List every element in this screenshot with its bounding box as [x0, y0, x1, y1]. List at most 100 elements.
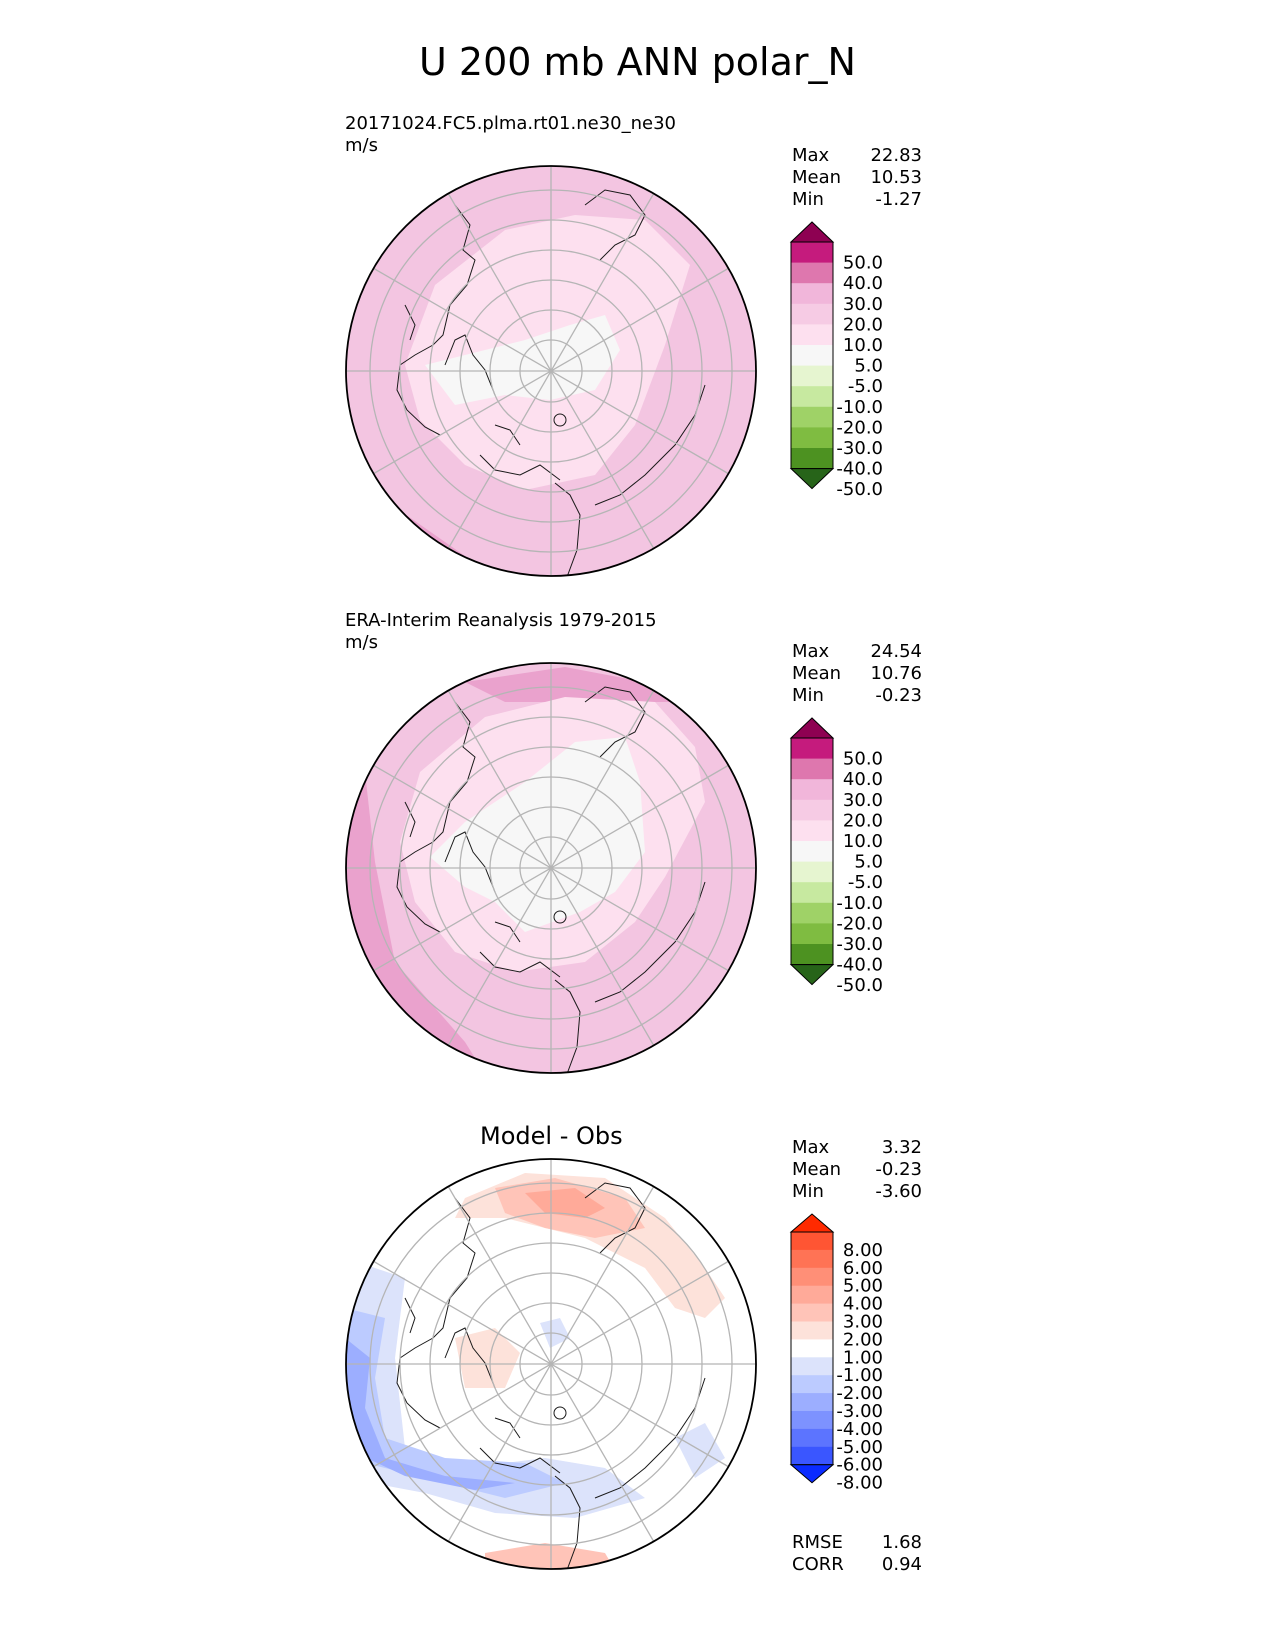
colorbar-segment — [791, 1339, 833, 1358]
colorbar-tick-label: 50.0 — [843, 253, 883, 274]
panel-1-units: m/s — [345, 135, 378, 156]
colorbar-min-extend — [789, 1464, 835, 1484]
colorbar-tick-label: -20.0 — [836, 417, 883, 438]
diff-band-3-4 — [525, 1188, 605, 1218]
colorbar-tick-label: -2.00 — [836, 1383, 883, 1404]
panel-1-case-name: 20171024.FC5.plma.rt01.ne30_ne30 — [345, 113, 677, 134]
map-boundary — [345, 662, 757, 1074]
colorbar-tick-label: -5.0 — [848, 872, 883, 893]
panel-1-stats: Max 22.83 Mean 10.53 Min -1.27 — [792, 145, 922, 211]
rmse-value: 1.68 — [881, 1532, 922, 1553]
stat-mean-value: 10.53 — [870, 167, 922, 188]
colorbar-tick-label: 3.00 — [843, 1312, 883, 1333]
colorbar-tick-label: -50.0 — [836, 975, 883, 996]
polar-map-model — [345, 165, 757, 577]
diff-band-neg2-neg3 — [346, 1308, 565, 1498]
field-band-20-30 — [465, 667, 675, 702]
stat-max-value: 24.54 — [870, 641, 922, 662]
colorbar-observations: 50.040.030.020.010.05.0-5.0-10.0-20.0-30… — [789, 717, 883, 996]
colorbar-segment — [791, 1232, 833, 1251]
colorbar-tick-label: -3.00 — [836, 1401, 883, 1422]
colorbar-tick-label: 30.0 — [843, 294, 883, 315]
colorbar-tick-label: -10.0 — [836, 397, 883, 418]
panel-2-title: ERA-Interim Reanalysis 1979-2015 m/s — [345, 610, 657, 654]
colorbar-segment — [791, 1285, 833, 1305]
colorbar-segment — [791, 1321, 833, 1340]
graticule — [346, 166, 756, 576]
colorbar-segment — [791, 345, 833, 367]
colorbar-segment — [791, 861, 833, 883]
graticule — [346, 1159, 756, 1569]
colorbar-segment — [791, 944, 833, 966]
figure-title: U 200 mb ANN polar_N — [419, 40, 856, 84]
colorbar-segment — [791, 923, 833, 945]
colorbar-tick-label: -50.0 — [836, 479, 883, 500]
polar-map-observations — [345, 662, 757, 1074]
colorbar-tick-label: 2.00 — [843, 1329, 883, 1350]
colorbar-model: 50.040.030.020.010.05.0-5.0-10.0-20.0-30… — [789, 221, 883, 500]
colorbar-tick-label: 50.0 — [843, 749, 883, 770]
panel-2-case-name: ERA-Interim Reanalysis 1979-2015 — [345, 610, 657, 631]
metric-label: CORR — [792, 1554, 844, 1575]
colorbar-segment — [791, 365, 833, 387]
colorbar-segment — [791, 1393, 833, 1412]
coastlines — [396, 1182, 706, 1569]
panel-1-title: 20171024.FC5.plma.rt01.ne30_ne30 m/s — [345, 113, 676, 157]
colorbar-tick-label: 10.0 — [843, 335, 883, 356]
colorbar-tick-label: -30.0 — [836, 934, 883, 955]
corr-value: 0.94 — [881, 1554, 922, 1575]
colorbar-tick-label: 30.0 — [843, 790, 883, 811]
stat-label: Mean — [792, 1159, 842, 1180]
colorbar-segment — [791, 448, 833, 470]
colorbar-segment — [791, 841, 833, 863]
colorbar-segment — [791, 386, 833, 408]
stat-mean-value: -0.23 — [875, 1159, 922, 1180]
stat-mean-value: 10.76 — [870, 663, 922, 684]
colorbar-tick-label: -4.00 — [836, 1419, 883, 1440]
polar-map-difference — [345, 1158, 757, 1570]
stat-min-value: -3.60 — [875, 1181, 922, 1202]
map-boundary — [345, 165, 757, 577]
colorbar-tick-label: 4.00 — [843, 1294, 883, 1315]
colorbar-tick-label: -5.0 — [848, 376, 883, 397]
colorbar-tick-label: 20.0 — [843, 810, 883, 831]
stat-max-value: 22.83 — [870, 145, 922, 166]
colorbar-segment — [791, 1357, 833, 1376]
colorbar-tick-label: -6.00 — [836, 1455, 883, 1476]
stat-label: Max — [792, 145, 830, 166]
colorbar-tick-label: -20.0 — [836, 913, 883, 934]
stat-label: Mean — [792, 167, 842, 188]
colorbar-max-extend — [789, 717, 835, 739]
colorbar-segment — [791, 902, 833, 924]
colorbar-tick-label: 8.00 — [843, 1240, 883, 1261]
metric-label: RMSE — [792, 1532, 843, 1553]
colorbar-segment — [791, 303, 833, 325]
stat-label: Max — [792, 1137, 830, 1158]
colorbar-segment — [791, 820, 833, 842]
colorbar-tick-label: -30.0 — [836, 438, 883, 459]
colorbar-segment — [791, 779, 833, 801]
colorbar-segment — [791, 738, 833, 760]
panel-2-units: m/s — [345, 632, 378, 653]
colorbar-tick-label: 5.00 — [843, 1276, 883, 1297]
colorbar-tick-label: 5.0 — [854, 852, 883, 873]
stat-min-value: -1.27 — [875, 189, 922, 210]
colorbar-tick-label: -8.00 — [836, 1473, 883, 1494]
map-boundary — [345, 1158, 757, 1570]
stat-label: Min — [792, 1181, 824, 1202]
colorbar-tick-label: 5.0 — [854, 356, 883, 377]
colorbar-tick-label: 1.00 — [843, 1347, 883, 1368]
colorbar-segment — [791, 427, 833, 449]
colorbar-segment — [791, 283, 833, 305]
colorbar-tick-label: -10.0 — [836, 893, 883, 914]
colorbar-min-extend — [789, 964, 835, 986]
stat-min-value: -0.23 — [875, 685, 922, 706]
colorbar-segment — [791, 882, 833, 904]
colorbar-tick-label: -40.0 — [836, 459, 883, 480]
colorbar-tick-label: -5.00 — [836, 1437, 883, 1458]
colorbar-tick-label: 20.0 — [843, 314, 883, 335]
stat-label: Min — [792, 685, 824, 706]
colorbar-difference: 8.006.005.004.003.002.001.00-1.00-2.00-3… — [789, 1213, 883, 1494]
panel-3-title: Model - Obs — [480, 1122, 623, 1150]
colorbar-segment — [791, 1303, 833, 1322]
